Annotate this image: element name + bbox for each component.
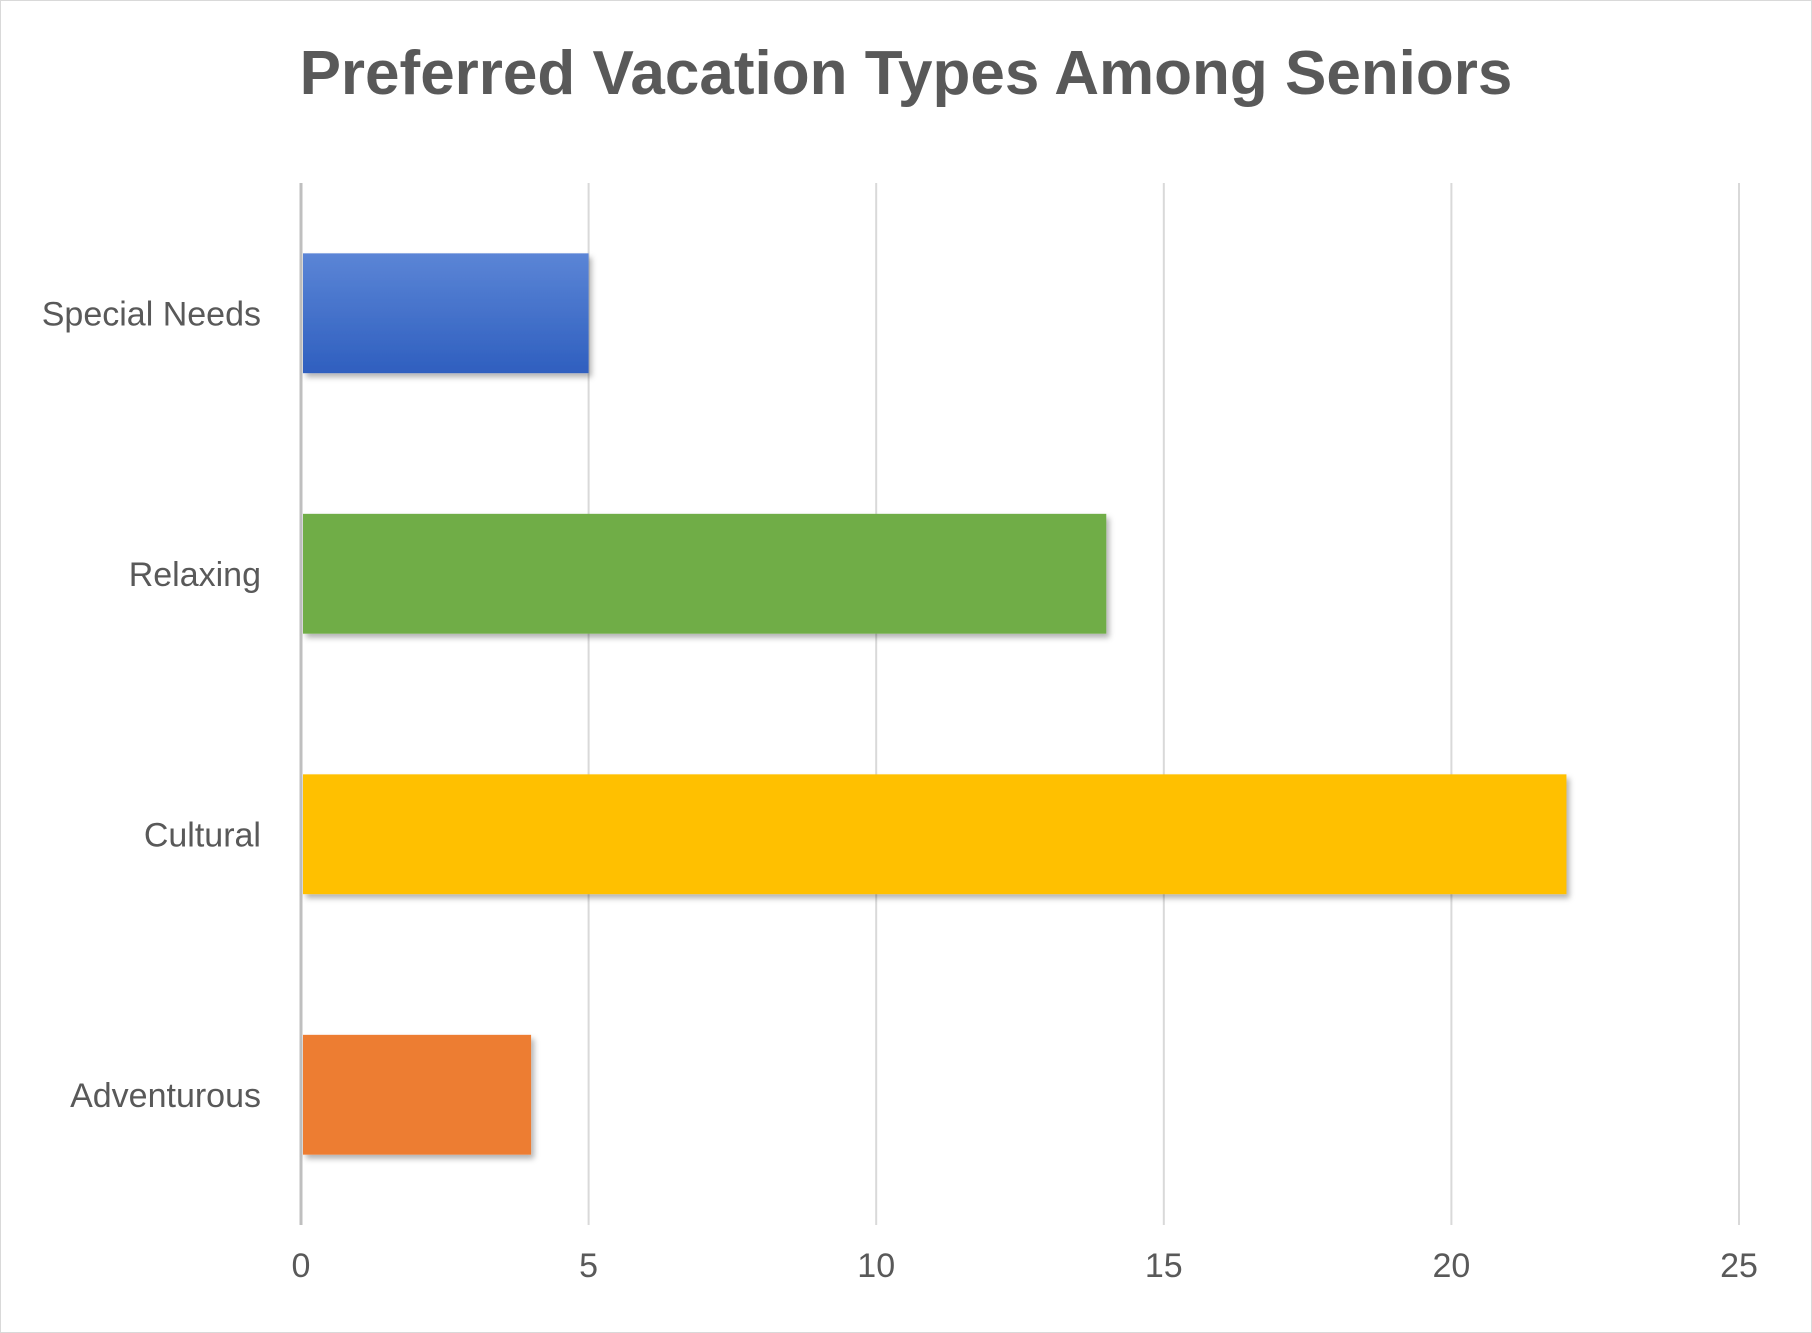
- bar-adventurous: [303, 1034, 532, 1155]
- x-axis-ticks: 0 5 10 15 20 25: [292, 1247, 1758, 1285]
- bar-cultural: [303, 774, 1567, 895]
- bar-special-needs: [303, 253, 589, 374]
- category-labels: Special Needs Relaxing Cultural Adventurous: [42, 295, 261, 1115]
- x-tick-label: 0: [292, 1247, 311, 1285]
- x-tick-label: 20: [1432, 1247, 1470, 1285]
- x-tick-label: 15: [1145, 1247, 1183, 1285]
- category-label: Adventurous: [70, 1077, 261, 1115]
- chart-title: Preferred Vacation Types Among Seniors: [299, 39, 1513, 108]
- x-tick-label: 10: [857, 1247, 895, 1285]
- x-tick-label: 25: [1720, 1247, 1758, 1285]
- category-label: Cultural: [144, 816, 261, 854]
- category-label: Relaxing: [129, 556, 261, 594]
- x-tick-label: 5: [579, 1247, 598, 1285]
- category-label: Special Needs: [42, 295, 261, 333]
- bar-relaxing: [303, 513, 1107, 634]
- bars: [303, 253, 1567, 1155]
